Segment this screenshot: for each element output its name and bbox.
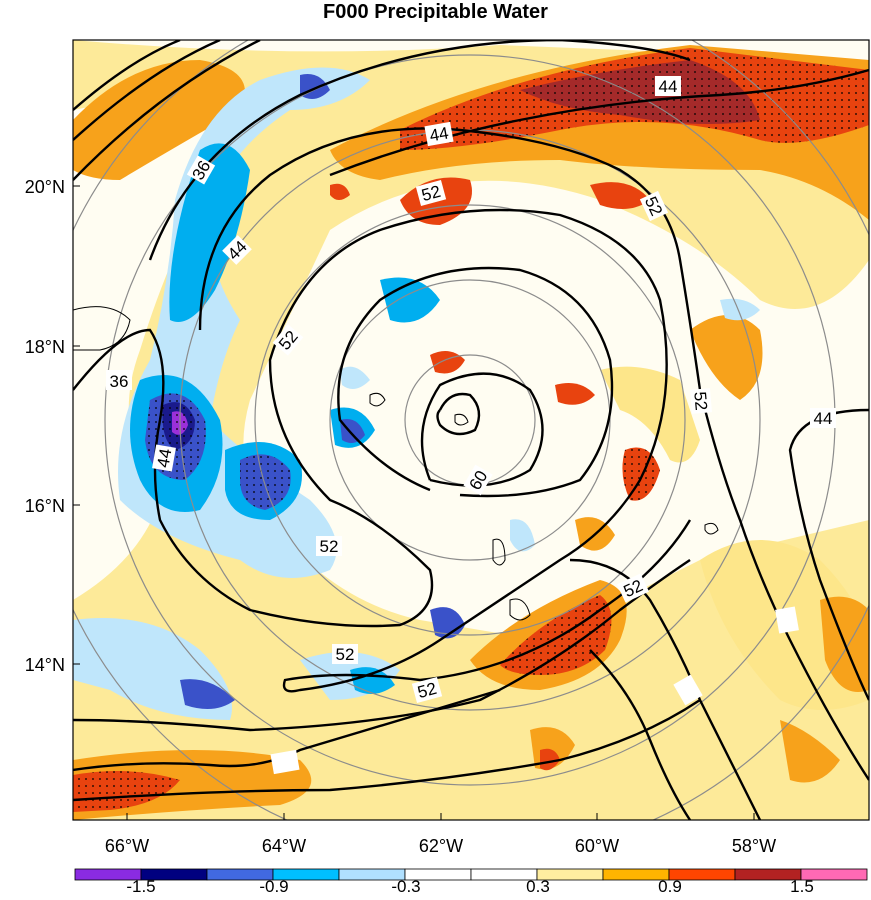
plot-frame bbox=[72, 39, 870, 821]
colorbar-label: -0.3 bbox=[391, 877, 420, 896]
colorbar-swatch bbox=[800, 868, 868, 881]
colorbar-label: 0.9 bbox=[658, 877, 682, 896]
lat-label-14n: 14°N bbox=[25, 655, 65, 675]
contour-label: 52 bbox=[690, 391, 711, 412]
lat-label-20n: 20°N bbox=[25, 177, 65, 197]
map-plot-area: 36 36 44 44 44 44 44 52 52 52 52 52 52 bbox=[73, 40, 869, 820]
lon-label-58w: 58°W bbox=[732, 836, 776, 856]
colorbar-label: 1.5 bbox=[790, 877, 814, 896]
colorbar-label: -1.5 bbox=[126, 877, 155, 896]
contour-label: 52 bbox=[420, 182, 443, 205]
pw-contours bbox=[73, 40, 869, 820]
contour-label: 44 bbox=[153, 447, 175, 469]
colorbar-labels: -1.5 -0.9 -0.3 0.3 0.9 1.5 bbox=[126, 877, 813, 896]
lon-label-60w: 60°W bbox=[575, 836, 619, 856]
contour-label: 36 bbox=[110, 372, 129, 391]
contour-label: 44 bbox=[428, 123, 450, 145]
colorbar bbox=[74, 868, 868, 881]
colorbar-label: 0.3 bbox=[526, 877, 550, 896]
contour-label: 52 bbox=[320, 537, 339, 556]
thin-contours bbox=[73, 306, 719, 621]
contour-label: 52 bbox=[416, 679, 439, 702]
lon-label-64w: 64°W bbox=[262, 836, 306, 856]
extra-contour-labels bbox=[270, 606, 799, 775]
contour-label: 44 bbox=[659, 77, 678, 96]
lat-axis bbox=[73, 185, 80, 665]
lon-label-62w: 62°W bbox=[419, 836, 463, 856]
lon-axis bbox=[126, 813, 755, 820]
contour-label: 44 bbox=[814, 409, 833, 428]
lat-label-16n: 16°N bbox=[25, 496, 65, 516]
chart-title: F000 Precipitable Water bbox=[323, 1, 548, 23]
lon-label-66w: 66°W bbox=[105, 836, 149, 856]
contour-label: 52 bbox=[336, 645, 355, 664]
colorbar-label: -0.9 bbox=[259, 877, 288, 896]
lat-label-18n: 18°N bbox=[25, 337, 65, 357]
